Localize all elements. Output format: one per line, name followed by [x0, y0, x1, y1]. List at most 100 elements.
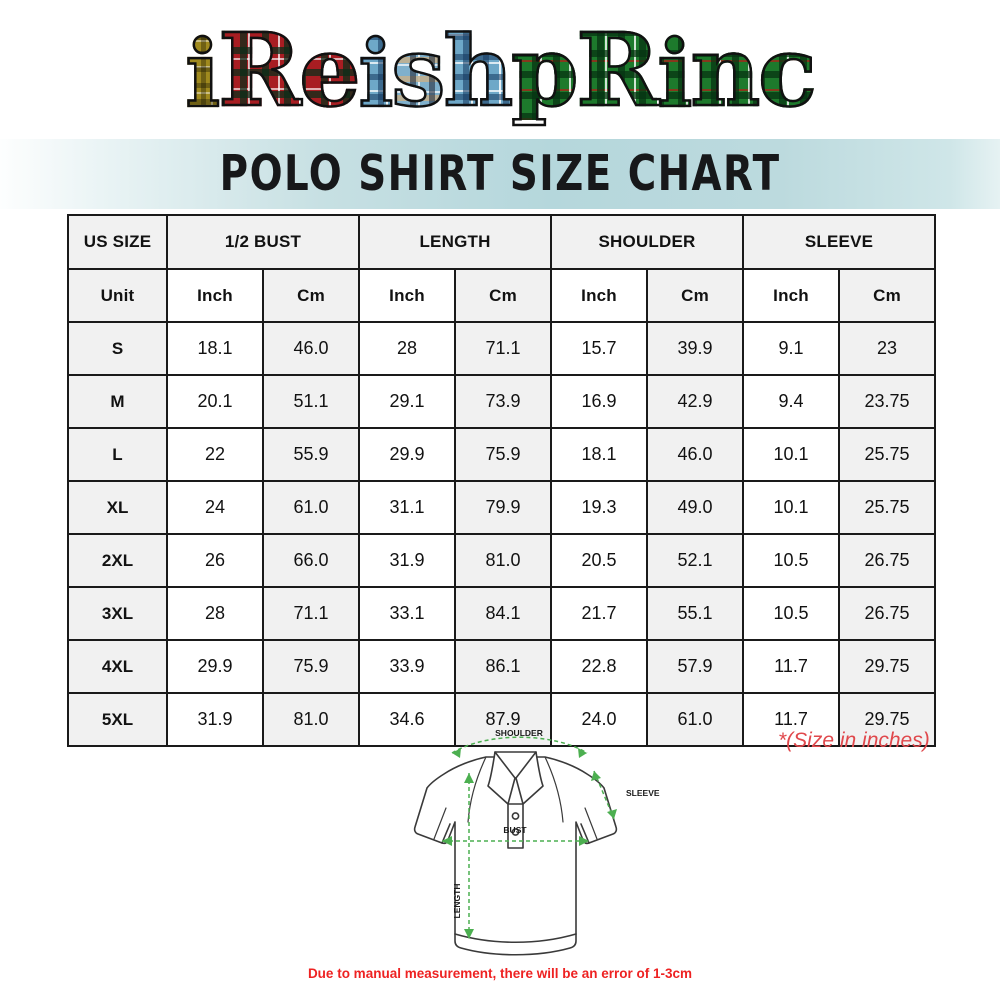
table-cell: 19.3 — [550, 480, 649, 535]
table-cell: 61.0 — [261, 480, 361, 535]
table-cell: 29.75 — [838, 692, 937, 747]
table-cell: 10.1 — [742, 480, 841, 535]
table-cell: 21.7 — [550, 586, 649, 641]
table-cell: 75.9 — [261, 639, 361, 694]
table-cell: 39.9 — [646, 321, 745, 376]
table-cell: 71.1 — [454, 321, 553, 376]
table-row: L 22 55.9 29.9 75.9 18.1 46.0 10.1 25.75 — [67, 427, 937, 482]
table-cell: 18.1 — [550, 427, 649, 482]
logo-letter-p: p — [510, 15, 580, 128]
table-cell: 66.0 — [261, 533, 361, 588]
table-row: S 18.1 46.0 28 71.1 15.7 39.9 9.1 23 — [67, 321, 937, 376]
cell-size-5xl: 5XL — [67, 692, 168, 747]
table-cell: 81.0 — [261, 692, 361, 747]
cell-size-l: L — [67, 427, 168, 482]
table-cell: 26.75 — [838, 533, 937, 588]
table-row: 4XL 29.9 75.9 33.9 86.1 22.8 57.9 11.7 29.75 — [67, 639, 937, 694]
header-half-bust: 1/2 BUST — [165, 214, 361, 270]
table-cell: 34.6 — [358, 692, 457, 747]
header-shoulder: SHOULDER — [550, 214, 745, 270]
group-header-row: US SIZE 1/2 BUST LENGTH SHOULDER SLEEVE — [67, 214, 937, 270]
header-sleeve-inch: Inch — [742, 268, 841, 323]
table-cell: 52.1 — [646, 533, 745, 588]
table-cell: 23 — [838, 321, 937, 376]
table-cell: 26 — [166, 533, 264, 588]
table-cell: 71.1 — [261, 586, 361, 641]
header-bust-cm: Cm — [261, 268, 361, 323]
table-cell: 9.4 — [742, 374, 841, 429]
header-length: LENGTH — [358, 214, 553, 270]
logo-letter-i3: i — [656, 20, 693, 128]
header-sleeve: SLEEVE — [742, 214, 937, 270]
table-row: XL 24 61.0 31.1 79.9 19.3 49.0 10.1 25.75 — [67, 480, 937, 535]
label-length: LENGTH — [452, 884, 462, 919]
cell-size-3xl: 3XL — [67, 586, 168, 641]
table-cell: 25.75 — [838, 480, 937, 535]
header-length-inch: Inch — [358, 268, 457, 323]
table-cell: 29.1 — [358, 374, 457, 429]
table-row: 3XL 28 71.1 33.1 84.1 21.7 55.1 10.5 26.75 — [67, 586, 937, 641]
table-cell: 31.9 — [166, 692, 264, 747]
logo-letter-n: n — [689, 15, 761, 128]
table-cell: 84.1 — [454, 586, 553, 641]
table-cell: 31.9 — [358, 533, 457, 588]
table-cell: 57.9 — [646, 639, 745, 694]
table-cell: 29.9 — [166, 639, 264, 694]
size-in-inches-note: *(Size in inches) — [778, 729, 930, 752]
table-row: 2XL 26 66.0 31.9 81.0 20.5 52.1 10.5 26.75 — [67, 533, 937, 588]
title-banner: POLO SHIRT SIZE CHART — [0, 139, 1000, 209]
table-cell: 55.1 — [646, 586, 745, 641]
measurement-disclaimer: Due to manual measurement, there will be… — [307, 966, 693, 981]
header-unit: Unit — [67, 268, 168, 323]
table-cell: 29.75 — [838, 639, 937, 694]
table-cell: 11.7 — [742, 692, 841, 747]
table-cell: 75.9 — [454, 427, 553, 482]
table-cell: 10.5 — [742, 586, 841, 641]
size-chart-table: US SIZE 1/2 BUST LENGTH SHOULDER SLEEVE … — [67, 214, 937, 747]
table-cell: 16.9 — [550, 374, 649, 429]
table-cell: 55.9 — [261, 427, 361, 482]
table-cell: 20.1 — [166, 374, 264, 429]
label-bust: BUST — [503, 825, 527, 835]
page-title: POLO SHIRT SIZE CHART — [219, 145, 781, 203]
logo-letter-s: s — [390, 15, 447, 128]
header-us-size: US SIZE — [67, 214, 168, 270]
table-cell: 86.1 — [454, 639, 553, 694]
table-cell: 46.0 — [261, 321, 361, 376]
header-shoulder-inch: Inch — [550, 268, 649, 323]
label-sleeve: SLEEVE — [626, 788, 660, 798]
header-shoulder-cm: Cm — [646, 268, 745, 323]
cell-size-xl: XL — [67, 480, 168, 535]
arrowheads-icon — [442, 748, 617, 939]
table-cell: 23.75 — [838, 374, 937, 429]
logo-letter-i1: i — [184, 20, 221, 128]
table-cell: 22.8 — [550, 639, 649, 694]
table-cell: 33.9 — [358, 639, 457, 694]
table-cell: 24.0 — [550, 692, 649, 747]
table-cell: 33.1 — [358, 586, 457, 641]
table-cell: 51.1 — [261, 374, 361, 429]
table-cell: 9.1 — [742, 321, 841, 376]
table-cell: 26.75 — [838, 586, 937, 641]
cell-size-m: M — [67, 374, 168, 429]
table-cell: 11.7 — [742, 639, 841, 694]
table-cell: 46.0 — [646, 427, 745, 482]
logo-letter-r1: R — [217, 11, 303, 129]
table-cell: 28 — [166, 586, 264, 641]
table-cell: 81.0 — [454, 533, 553, 588]
table-cell: 73.9 — [454, 374, 553, 429]
logo-letter-e: e — [298, 15, 362, 128]
table-cell: 10.1 — [742, 427, 841, 482]
logo-letter-r2: R — [575, 11, 661, 129]
table-cell: 24 — [166, 480, 264, 535]
table-cell: 61.0 — [646, 692, 745, 747]
shirt-outline-icon — [413, 751, 618, 956]
table-body: S 18.1 46.0 28 71.1 15.7 39.9 9.1 23 M 20.1 51.1 29.… — [67, 321, 937, 747]
polo-shirt-diagram: SHOULDER SLEEVE BUST LENGTH — [398, 726, 668, 971]
logo-letter-i2: i — [357, 20, 394, 128]
header-sleeve-cm: Cm — [838, 268, 937, 323]
table-cell: 18.1 — [166, 321, 264, 376]
table-cell: 28 — [358, 321, 457, 376]
label-shoulder: SHOULDER — [495, 728, 543, 738]
logo-letter-h: h — [442, 15, 514, 128]
